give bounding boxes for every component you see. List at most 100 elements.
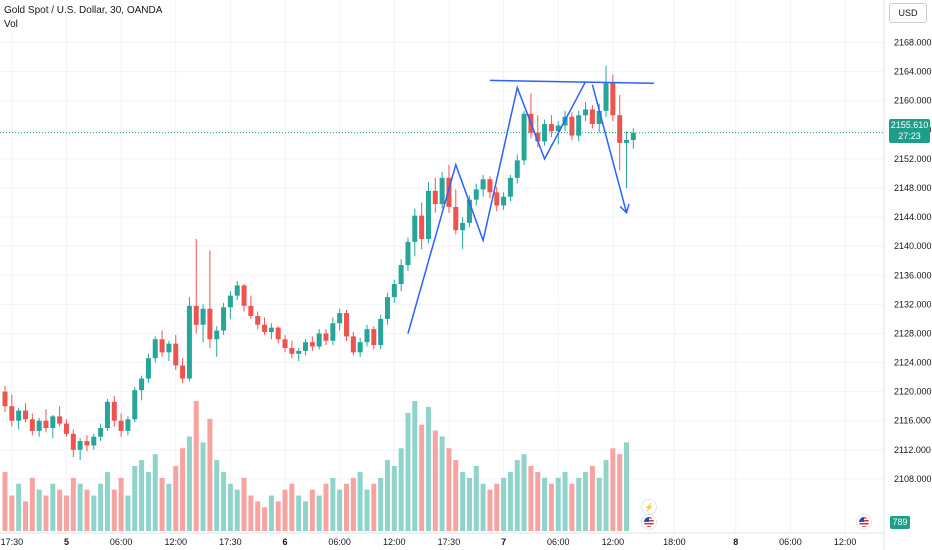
volume-bar bbox=[29, 477, 35, 531]
volume-bar bbox=[241, 477, 247, 531]
candle-body bbox=[248, 305, 254, 316]
candle-body bbox=[84, 441, 90, 446]
y-axis-tick-label: 2168.000 bbox=[894, 38, 932, 48]
currency-button[interactable]: USD bbox=[889, 3, 927, 23]
volume-bar bbox=[316, 495, 322, 531]
candle-body bbox=[241, 285, 247, 306]
candle bbox=[173, 334, 179, 370]
volume-bar bbox=[528, 466, 534, 531]
candle bbox=[350, 332, 356, 356]
candle bbox=[241, 284, 247, 312]
candle bbox=[316, 329, 322, 350]
candle-body bbox=[630, 132, 636, 140]
candle-body bbox=[22, 410, 28, 420]
candle bbox=[9, 394, 15, 427]
m-pattern[interactable] bbox=[407, 81, 587, 334]
candle bbox=[63, 419, 69, 437]
candle bbox=[432, 177, 438, 213]
projected-decline[interactable] bbox=[591, 84, 628, 213]
x-axis-tick-label: 17:30 bbox=[1, 537, 24, 547]
volume-bar bbox=[446, 448, 452, 531]
candle bbox=[507, 174, 513, 202]
lightning-icon[interactable]: ⚡ bbox=[641, 499, 657, 515]
candle-body bbox=[193, 305, 199, 325]
candle bbox=[200, 304, 206, 343]
candle bbox=[36, 417, 42, 437]
x-axis-tick-label: 5 bbox=[64, 537, 69, 547]
candle-body bbox=[200, 308, 206, 325]
horizontal-resistance[interactable] bbox=[489, 79, 654, 85]
candle bbox=[303, 339, 309, 356]
candle bbox=[118, 413, 124, 437]
candle bbox=[125, 416, 131, 436]
candle bbox=[2, 385, 8, 412]
candle-body bbox=[487, 179, 493, 193]
candle bbox=[22, 403, 28, 423]
candle bbox=[460, 217, 466, 250]
candle-body bbox=[139, 378, 145, 391]
y-axis-tick-label: 2160.000 bbox=[894, 96, 932, 106]
candle-body bbox=[9, 406, 15, 421]
volume-bar bbox=[371, 483, 377, 531]
candle bbox=[576, 110, 582, 142]
volume-bar bbox=[111, 489, 117, 531]
candle bbox=[29, 413, 35, 436]
candle-body bbox=[323, 333, 329, 341]
volume-bar bbox=[583, 471, 589, 531]
volume-bar bbox=[330, 477, 336, 531]
volume-bar bbox=[521, 454, 527, 531]
candle-body bbox=[36, 420, 42, 431]
us-flag-icon[interactable] bbox=[641, 514, 657, 530]
candle-body bbox=[419, 215, 425, 239]
volume-bar bbox=[268, 495, 274, 531]
volume-bar bbox=[125, 495, 131, 531]
y-axis-tick-label: 2164.000 bbox=[894, 67, 932, 77]
candle bbox=[132, 387, 138, 423]
y-axis-tick-label: 2152.000 bbox=[894, 154, 932, 164]
volume-bar bbox=[603, 460, 609, 531]
volume-bar bbox=[186, 436, 192, 531]
candle-body bbox=[145, 358, 151, 379]
volume-bar bbox=[214, 460, 220, 531]
volume-bar bbox=[480, 483, 486, 531]
candle bbox=[104, 398, 110, 431]
candle-body bbox=[617, 115, 623, 143]
candle-body bbox=[221, 307, 227, 331]
candle-body bbox=[57, 416, 63, 424]
volume-bar bbox=[234, 489, 240, 531]
candle-body bbox=[596, 110, 602, 124]
y-axis-tick-label: 2124.000 bbox=[894, 358, 932, 368]
x-axis-tick-label: 7 bbox=[501, 537, 506, 547]
current-price-value: 2155.610 bbox=[890, 120, 929, 130]
volume-bar bbox=[200, 442, 206, 531]
y-axis-tick-label: 2108.000 bbox=[894, 474, 932, 484]
candle-body bbox=[289, 348, 295, 354]
volume-bar bbox=[419, 424, 425, 531]
candle bbox=[589, 105, 595, 129]
chart-legend: Gold Spot / U.S. Dollar, 30, OANDA Vol bbox=[4, 4, 162, 32]
candle-body bbox=[583, 109, 589, 116]
y-axis-tick-label: 2136.000 bbox=[894, 270, 932, 280]
us-flag-icon[interactable] bbox=[856, 514, 872, 530]
bar-countdown: 27:23 bbox=[898, 131, 921, 141]
volume-bar bbox=[180, 448, 186, 531]
candle bbox=[57, 406, 63, 427]
candle-body bbox=[569, 116, 575, 136]
volume-bar bbox=[487, 489, 493, 531]
volume-bar bbox=[337, 489, 343, 531]
volume-bar bbox=[166, 483, 172, 531]
candle bbox=[91, 433, 97, 450]
candle-body bbox=[412, 215, 418, 242]
x-axis-tick-label: 06:00 bbox=[547, 537, 570, 547]
candle bbox=[152, 336, 158, 363]
volume-bar bbox=[207, 418, 213, 531]
volume-bar bbox=[9, 495, 15, 531]
candle-body bbox=[357, 342, 363, 353]
symbol-title[interactable]: Gold Spot / U.S. Dollar, 30, OANDA bbox=[4, 5, 163, 16]
candle-body bbox=[2, 391, 8, 407]
candle bbox=[50, 414, 56, 439]
candle bbox=[412, 208, 418, 257]
volume-bar bbox=[2, 471, 8, 531]
